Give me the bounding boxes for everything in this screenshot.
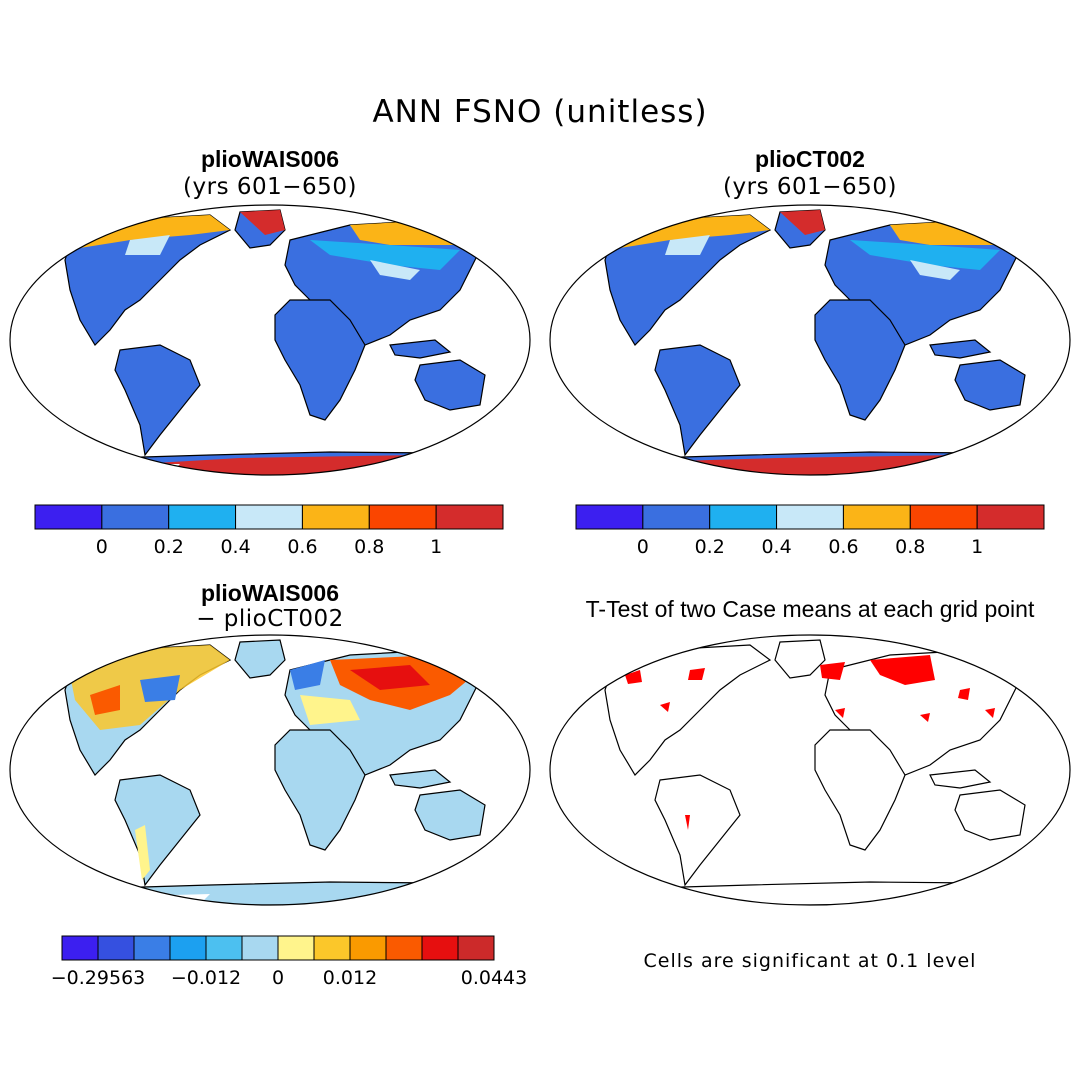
panel1-subtitle: (yrs 601−650) <box>183 174 357 200</box>
colorbar3-swatch <box>457 935 495 961</box>
colorbar2-swatch <box>776 504 844 530</box>
colorbar1-label: 1 <box>430 536 442 558</box>
colorbar3-swatch <box>133 935 171 961</box>
colorbar3-swatch <box>241 935 279 961</box>
colorbar3-swatch <box>169 935 207 961</box>
colorbar2-label: 0.2 <box>695 536 725 558</box>
colorbar2-swatch <box>842 504 911 530</box>
significance-note: Cells are significant at 0.1 level <box>643 950 977 972</box>
colorbar1-swatch <box>34 504 103 530</box>
colorbar3-swatch <box>97 935 135 961</box>
colorbar1-swatch <box>235 504 303 530</box>
colorbar3-label: 0 <box>272 967 284 989</box>
panel3-subtitle: − plioCT002 <box>196 606 344 632</box>
colorbar1-swatch <box>168 504 237 530</box>
colorbar3-swatch <box>205 935 243 961</box>
colorbar2-label: 1 <box>971 536 983 558</box>
map-panel-1 <box>9 204 531 476</box>
colorbar-panel-3: −0.29563 −0.012 0 0.012 0.0443 <box>51 935 527 989</box>
colorbar1-label: 0.8 <box>354 536 384 558</box>
colorbar2-swatch <box>642 504 711 530</box>
colorbar2-label: 0.8 <box>895 536 925 558</box>
colorbar2-swatch <box>709 504 778 530</box>
panel2-subtitle: (yrs 601−650) <box>723 174 897 200</box>
panel3-title: plioWAIS006 <box>200 580 340 606</box>
colorbar3-label: 0.012 <box>323 967 377 989</box>
colorbar3-swatch <box>349 935 387 961</box>
colorbar3-label: −0.012 <box>171 967 241 989</box>
panel4-title: T-Test of two Case means at each grid po… <box>585 596 1035 622</box>
colorbar1-label: 0 <box>96 536 108 558</box>
colorbar3-swatch <box>61 935 99 961</box>
map-panel-2 <box>549 204 1071 476</box>
colorbar1-swatch <box>301 504 370 530</box>
colorbar3-swatch <box>421 935 459 961</box>
colorbar2-label: 0 <box>637 536 649 558</box>
colorbar3-label: −0.29563 <box>51 967 146 989</box>
map-panel-4 <box>549 634 1071 906</box>
colorbar3-swatch <box>277 935 315 961</box>
colorbar3-swatch <box>385 935 423 961</box>
colorbar2-swatch <box>976 504 1045 530</box>
panel1-title: plioWAIS006 <box>200 146 340 172</box>
colorbar1-swatch <box>435 504 504 530</box>
colorbar1-swatch <box>101 504 170 530</box>
colorbar3-label: 0.0443 <box>461 967 527 989</box>
colorbar2-swatch <box>909 504 978 530</box>
colorbar2-label: 0.6 <box>828 536 858 558</box>
colorbar1-label: 0.4 <box>220 536 250 558</box>
colorbar2-label: 0.4 <box>761 536 791 558</box>
map-panel-3 <box>9 634 531 906</box>
colorbar-panel-1: 0 0.2 0.4 0.6 0.8 1 <box>34 504 504 558</box>
colorbar-panel-2: 0 0.2 0.4 0.6 0.8 1 <box>575 504 1045 558</box>
colorbar1-swatch <box>368 504 437 530</box>
main-title: ANN FSNO (unitless) <box>372 94 708 130</box>
colorbar3-swatch <box>313 935 351 961</box>
colorbar2-swatch <box>575 504 644 530</box>
panel2-title: plioCT002 <box>755 146 865 172</box>
colorbar1-label: 0.6 <box>287 536 317 558</box>
colorbar1-label: 0.2 <box>154 536 184 558</box>
